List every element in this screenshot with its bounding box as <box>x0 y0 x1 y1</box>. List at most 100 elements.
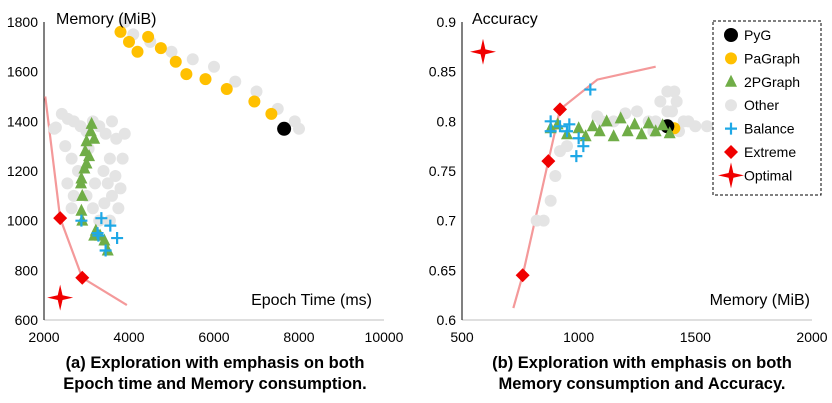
chart-a-y-tick: 1000 <box>7 213 38 229</box>
chart-a-y-label: Memory (MiB) <box>56 11 156 28</box>
chart-b-caption-line-2: Memory consumption and Accuracy. <box>499 375 786 393</box>
diamond-icon <box>724 145 738 159</box>
legend-label: Extreme <box>744 144 796 160</box>
chart-a-pagraph-point <box>154 42 167 55</box>
legend-label: Other <box>744 97 779 113</box>
chart-b-balance-point <box>570 150 583 163</box>
chart-b-y-tick: 0.6 <box>437 312 457 328</box>
chart-b-y-tick: 0.8 <box>437 113 457 129</box>
legend-label: PyG <box>744 27 771 43</box>
chart-a-x-tick: 8000 <box>283 329 314 345</box>
chart-b-twopgraph-point <box>642 116 655 129</box>
chart-b-balance-point <box>577 140 590 153</box>
chart-a-other-point <box>109 169 122 182</box>
chart-a-pyg-point <box>277 121 292 136</box>
legend-item-optimal: Optimal <box>718 162 792 189</box>
legend-item-pyg: PyG <box>724 27 771 43</box>
chart-a-x-tick: 4000 <box>113 329 144 345</box>
chart-b-extreme-point <box>553 102 567 117</box>
chart-b-other-point <box>544 194 557 207</box>
chart-a-other-point <box>61 177 74 190</box>
chart-a-balance-point <box>111 232 124 245</box>
chart-a-pagraph-point <box>220 83 233 96</box>
chart-b-other-point <box>668 85 681 98</box>
chart-b-twopgraph-point <box>656 118 669 131</box>
chart-a-other-point <box>93 214 106 227</box>
chart-b-other-point <box>561 140 573 153</box>
chart-a-y-tick: 1200 <box>7 163 38 179</box>
chart-a-twopgraph-point <box>75 171 88 184</box>
chart-b-balance-point <box>563 118 576 131</box>
chart-a-other-point <box>106 115 118 128</box>
chart-b-other-point <box>689 120 702 133</box>
chart-a-twopgraph-point <box>85 116 98 129</box>
chart-a-other-point <box>98 197 111 210</box>
chart-b-y-tick: 0.9 <box>437 14 457 30</box>
chart-b-other-point <box>654 95 667 108</box>
chart-b-balance-point <box>561 125 573 138</box>
chart-a-optimal-point <box>47 284 74 311</box>
chart-b-other-point <box>701 120 713 133</box>
chart-a-x-tick: 2000 <box>28 329 59 345</box>
chart-a-twopgraph-point <box>80 156 93 169</box>
chart-a-other-point <box>208 60 220 73</box>
chart-a-pagraph-point <box>142 30 155 43</box>
chart-a-other-point <box>99 127 112 140</box>
chart-a-other-point <box>118 16 131 28</box>
legend: PyG PaGraph 2PGraph Other Balance Extreme Opti… <box>712 20 822 196</box>
chart-b-y-tick: 0.7 <box>437 213 457 229</box>
chart-a-y-tick: 1400 <box>7 113 38 129</box>
chart-b-extreme-point <box>541 154 556 169</box>
circle-icon <box>725 52 737 65</box>
legend-label: Balance <box>744 121 795 137</box>
chart-b-twopgraph-point <box>649 124 662 137</box>
chart-a-other-point <box>103 152 116 165</box>
chart-a-other-point <box>229 75 242 88</box>
chart-a-pagraph-point <box>169 55 182 68</box>
chart-a-other-point <box>101 177 114 190</box>
chart-b-twopgraph-point <box>614 111 627 124</box>
chart-a-pagraph-point <box>131 45 144 58</box>
chart-b-y-tick: 0.65 <box>429 262 456 278</box>
chart-b-twopgraph-point <box>586 119 599 132</box>
chart-b-caption-line-1: (b) Exploration with emphasis on both <box>492 354 792 372</box>
chart-a-balance-point <box>75 214 88 227</box>
legend-label: PaGraph <box>744 50 800 66</box>
chart-a-other-point <box>65 152 78 165</box>
chart-b-twopgraph-point <box>551 117 564 130</box>
chart-b-x-tick: 500 <box>450 329 474 345</box>
chart-a-x-tick: 6000 <box>198 329 229 345</box>
chart-a-twopgraph-point <box>98 233 111 246</box>
chart-b-balance-point <box>554 120 566 133</box>
chart-a-other-point <box>118 127 131 140</box>
legend-item-balance: Balance <box>725 121 795 137</box>
chart-a-x-label: Epoch Time (ms) <box>251 292 372 309</box>
chart-b-y-tick: 0.85 <box>429 64 456 80</box>
chart-a-pagraph-point <box>123 35 135 48</box>
chart-b-other-point <box>549 169 562 182</box>
plus-icon <box>725 122 737 135</box>
chart-a-pareto-line <box>44 96 128 307</box>
chart-b-extreme-point <box>515 268 530 283</box>
legend-item-twopgraph: 2PGraph <box>725 74 800 90</box>
chart-b-twopgraph-point <box>607 129 620 142</box>
chart-a-twopgraph-point <box>75 203 88 216</box>
chart-b-twopgraph-point <box>635 127 648 140</box>
chart-a-other-point <box>114 182 127 195</box>
chart-a-twopgraph-point <box>88 131 101 144</box>
chart-b-twopgraph-point <box>593 124 606 137</box>
chart-a-caption-line-1: (a) Exploration with emphasis on both <box>66 354 365 372</box>
chart-a-balance-point <box>92 229 105 242</box>
chart-b-twopgraph-point <box>663 126 676 139</box>
legend-item-pagraph: PaGraph <box>725 50 800 66</box>
chart-a-other-point <box>186 53 199 66</box>
chart-b-optimal-point <box>470 38 496 65</box>
chart-a: 2000 4000 6000 8000 10000 600 800 1000 1200 1400 1… <box>7 11 404 393</box>
chart-a-y-tick: 600 <box>15 312 39 328</box>
chart-b-balance-point <box>544 125 557 138</box>
chart-b-other-point <box>666 105 678 118</box>
chart-b-twopgraph-point <box>628 117 641 130</box>
circle-icon <box>724 28 738 42</box>
chart-a-other-point <box>293 122 305 135</box>
